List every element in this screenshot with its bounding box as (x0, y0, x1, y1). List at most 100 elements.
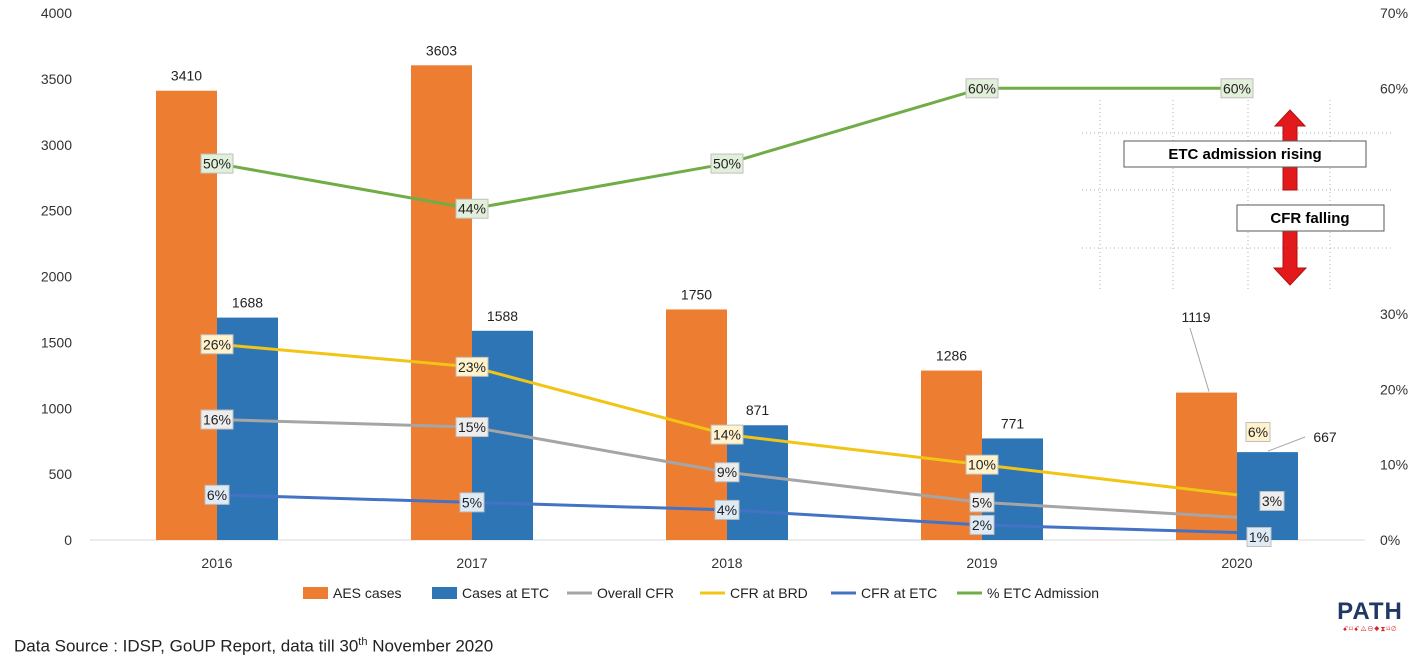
annotation-box-rect (1123, 140, 1367, 168)
line-value-label-text: 50% (203, 156, 231, 172)
line-value-label: 2% (969, 514, 995, 535)
line-value-label-box (204, 484, 230, 505)
annotation-etc-rising: ETC admission rising (1123, 140, 1367, 168)
line-value-label-text: 16% (203, 412, 231, 428)
bar-value-label: 667 (1313, 429, 1337, 445)
annotation-text: CFR falling (1270, 210, 1349, 227)
line-value-label: 5% (969, 492, 995, 513)
line-value-label: 3% (1259, 491, 1285, 511)
y-left-tick-label: 500 (49, 466, 73, 482)
line-value-label-box (714, 499, 740, 520)
line-value-label-box (1246, 527, 1272, 547)
legend-label: CFR at ETC (861, 585, 937, 601)
legend-item: CFR at BRD (700, 585, 808, 601)
x-tick-label: 2017 (456, 555, 487, 571)
line-etc-admission (216, 86, 1237, 211)
line-value-label-text: 15% (458, 419, 486, 435)
line-value-label-box (455, 356, 489, 377)
legend-label: Overall CFR (597, 585, 674, 601)
legend-label: AES cases (333, 585, 401, 601)
bar-value-label: 1588 (487, 308, 518, 324)
y-left-tick-label: 1500 (41, 334, 72, 350)
source-note-suffix: November 2020 (367, 636, 494, 656)
line-value-label-text: 4% (717, 502, 737, 518)
line-value-label: 6% (1245, 422, 1271, 442)
legend-swatch (303, 587, 328, 599)
y-left-tick-label: 0 (64, 532, 72, 548)
line-value-label: 6% (204, 484, 230, 505)
line-value-label: 14% (710, 424, 744, 445)
source-note-prefix: Data Source : IDSP, GoUP Report, data ti… (14, 636, 359, 656)
line-value-label-box (1259, 491, 1285, 511)
legend-swatch (432, 587, 457, 599)
line-value-label: 1% (1246, 527, 1272, 547)
path-logo: PATH ꗃ⌑ꗃ◬⊖◆⧗⌑⊘ (1322, 598, 1418, 634)
line-value-label-text: 2% (972, 517, 992, 533)
x-tick-label: 2018 (711, 555, 742, 571)
line-value-label-box (710, 424, 744, 445)
line-value-label-box (965, 78, 999, 99)
y-left-tick-label: 3000 (41, 137, 72, 153)
line-value-label-text: 44% (458, 201, 486, 217)
bar-value-label: 1286 (936, 348, 967, 364)
bar-aes-cases (411, 65, 472, 540)
bar-value-label: 871 (746, 402, 770, 418)
line-value-label-box (459, 492, 485, 513)
bar-value-label: 3410 (171, 68, 202, 84)
bar-value-label: 3603 (426, 42, 457, 58)
x-tick-label: 2019 (966, 555, 997, 571)
legend-item: % ETC Admission (957, 585, 1099, 601)
line-value-label-box (200, 409, 234, 430)
line-value-label: 4% (714, 499, 740, 520)
legend-label: % ETC Admission (987, 585, 1099, 601)
line-value-label-box (200, 153, 234, 174)
line-value-label-box (710, 153, 744, 174)
legend-label: CFR at BRD (730, 585, 808, 601)
legend-label: Cases at ETC (462, 585, 549, 601)
legend-item: Overall CFR (567, 585, 674, 601)
line-value-label-text: 60% (968, 80, 996, 96)
annotation-box: ETC admission rising CFR falling (1082, 100, 1392, 290)
leader-line (1267, 436, 1306, 452)
line-value-label-text: 14% (713, 427, 741, 443)
line-value-label: 10% (965, 454, 999, 475)
line-value-label-box (1245, 422, 1271, 442)
y-right-tick-label: 30% (1380, 306, 1408, 322)
line-value-label: 60% (1220, 78, 1254, 99)
annotation-box-rect (1236, 204, 1385, 232)
legend-item: AES cases (303, 585, 401, 601)
line-value-label: 5% (459, 492, 485, 513)
line-value-label-text: 50% (713, 156, 741, 172)
y-right-tick-label: 60% (1380, 80, 1408, 96)
line-value-label-text: 6% (1248, 424, 1268, 440)
y-left-tick-label: 1000 (41, 400, 72, 416)
line-value-label: 50% (200, 153, 234, 174)
bar-value-label: 1688 (232, 295, 263, 311)
legend-item: Cases at ETC (432, 585, 549, 601)
line-value-label-box (455, 417, 489, 438)
line-value-label: 60% (965, 78, 999, 99)
line-value-label-text: 10% (968, 457, 996, 473)
down-arrow-icon (1272, 227, 1308, 286)
line-value-label: 9% (714, 462, 740, 483)
x-tick-label: 2016 (201, 555, 232, 571)
y-right-tick-label: 0% (1380, 532, 1400, 548)
line-value-label-text: 60% (1223, 80, 1251, 96)
y-left-tick-label: 4000 (41, 5, 72, 21)
line-value-label-box (455, 198, 489, 219)
data-labels: 3410 3603 1750 1286 1119 1688 1588 871 771 667 16%… (171, 42, 1337, 547)
line-value-label-box (969, 514, 995, 535)
line-value-label: 26% (200, 334, 234, 355)
bar-value-label: 1750 (681, 286, 712, 302)
line-value-label-text: 6% (207, 487, 227, 503)
bar-value-label: 1119 (1181, 309, 1210, 325)
line-value-label: 44% (455, 198, 489, 219)
line-value-label-box (969, 492, 995, 513)
bar-value-label: 771 (1001, 415, 1025, 431)
axes: 0 500 1000 1500 2000 2500 3000 3500 4000 0% 10% 20%… (41, 5, 1408, 571)
y-left-tick-label: 2500 (41, 203, 72, 219)
line-value-label-box (965, 454, 999, 475)
source-note-sup: th (358, 636, 368, 648)
y-right-tick-label: 70% (1380, 5, 1408, 21)
